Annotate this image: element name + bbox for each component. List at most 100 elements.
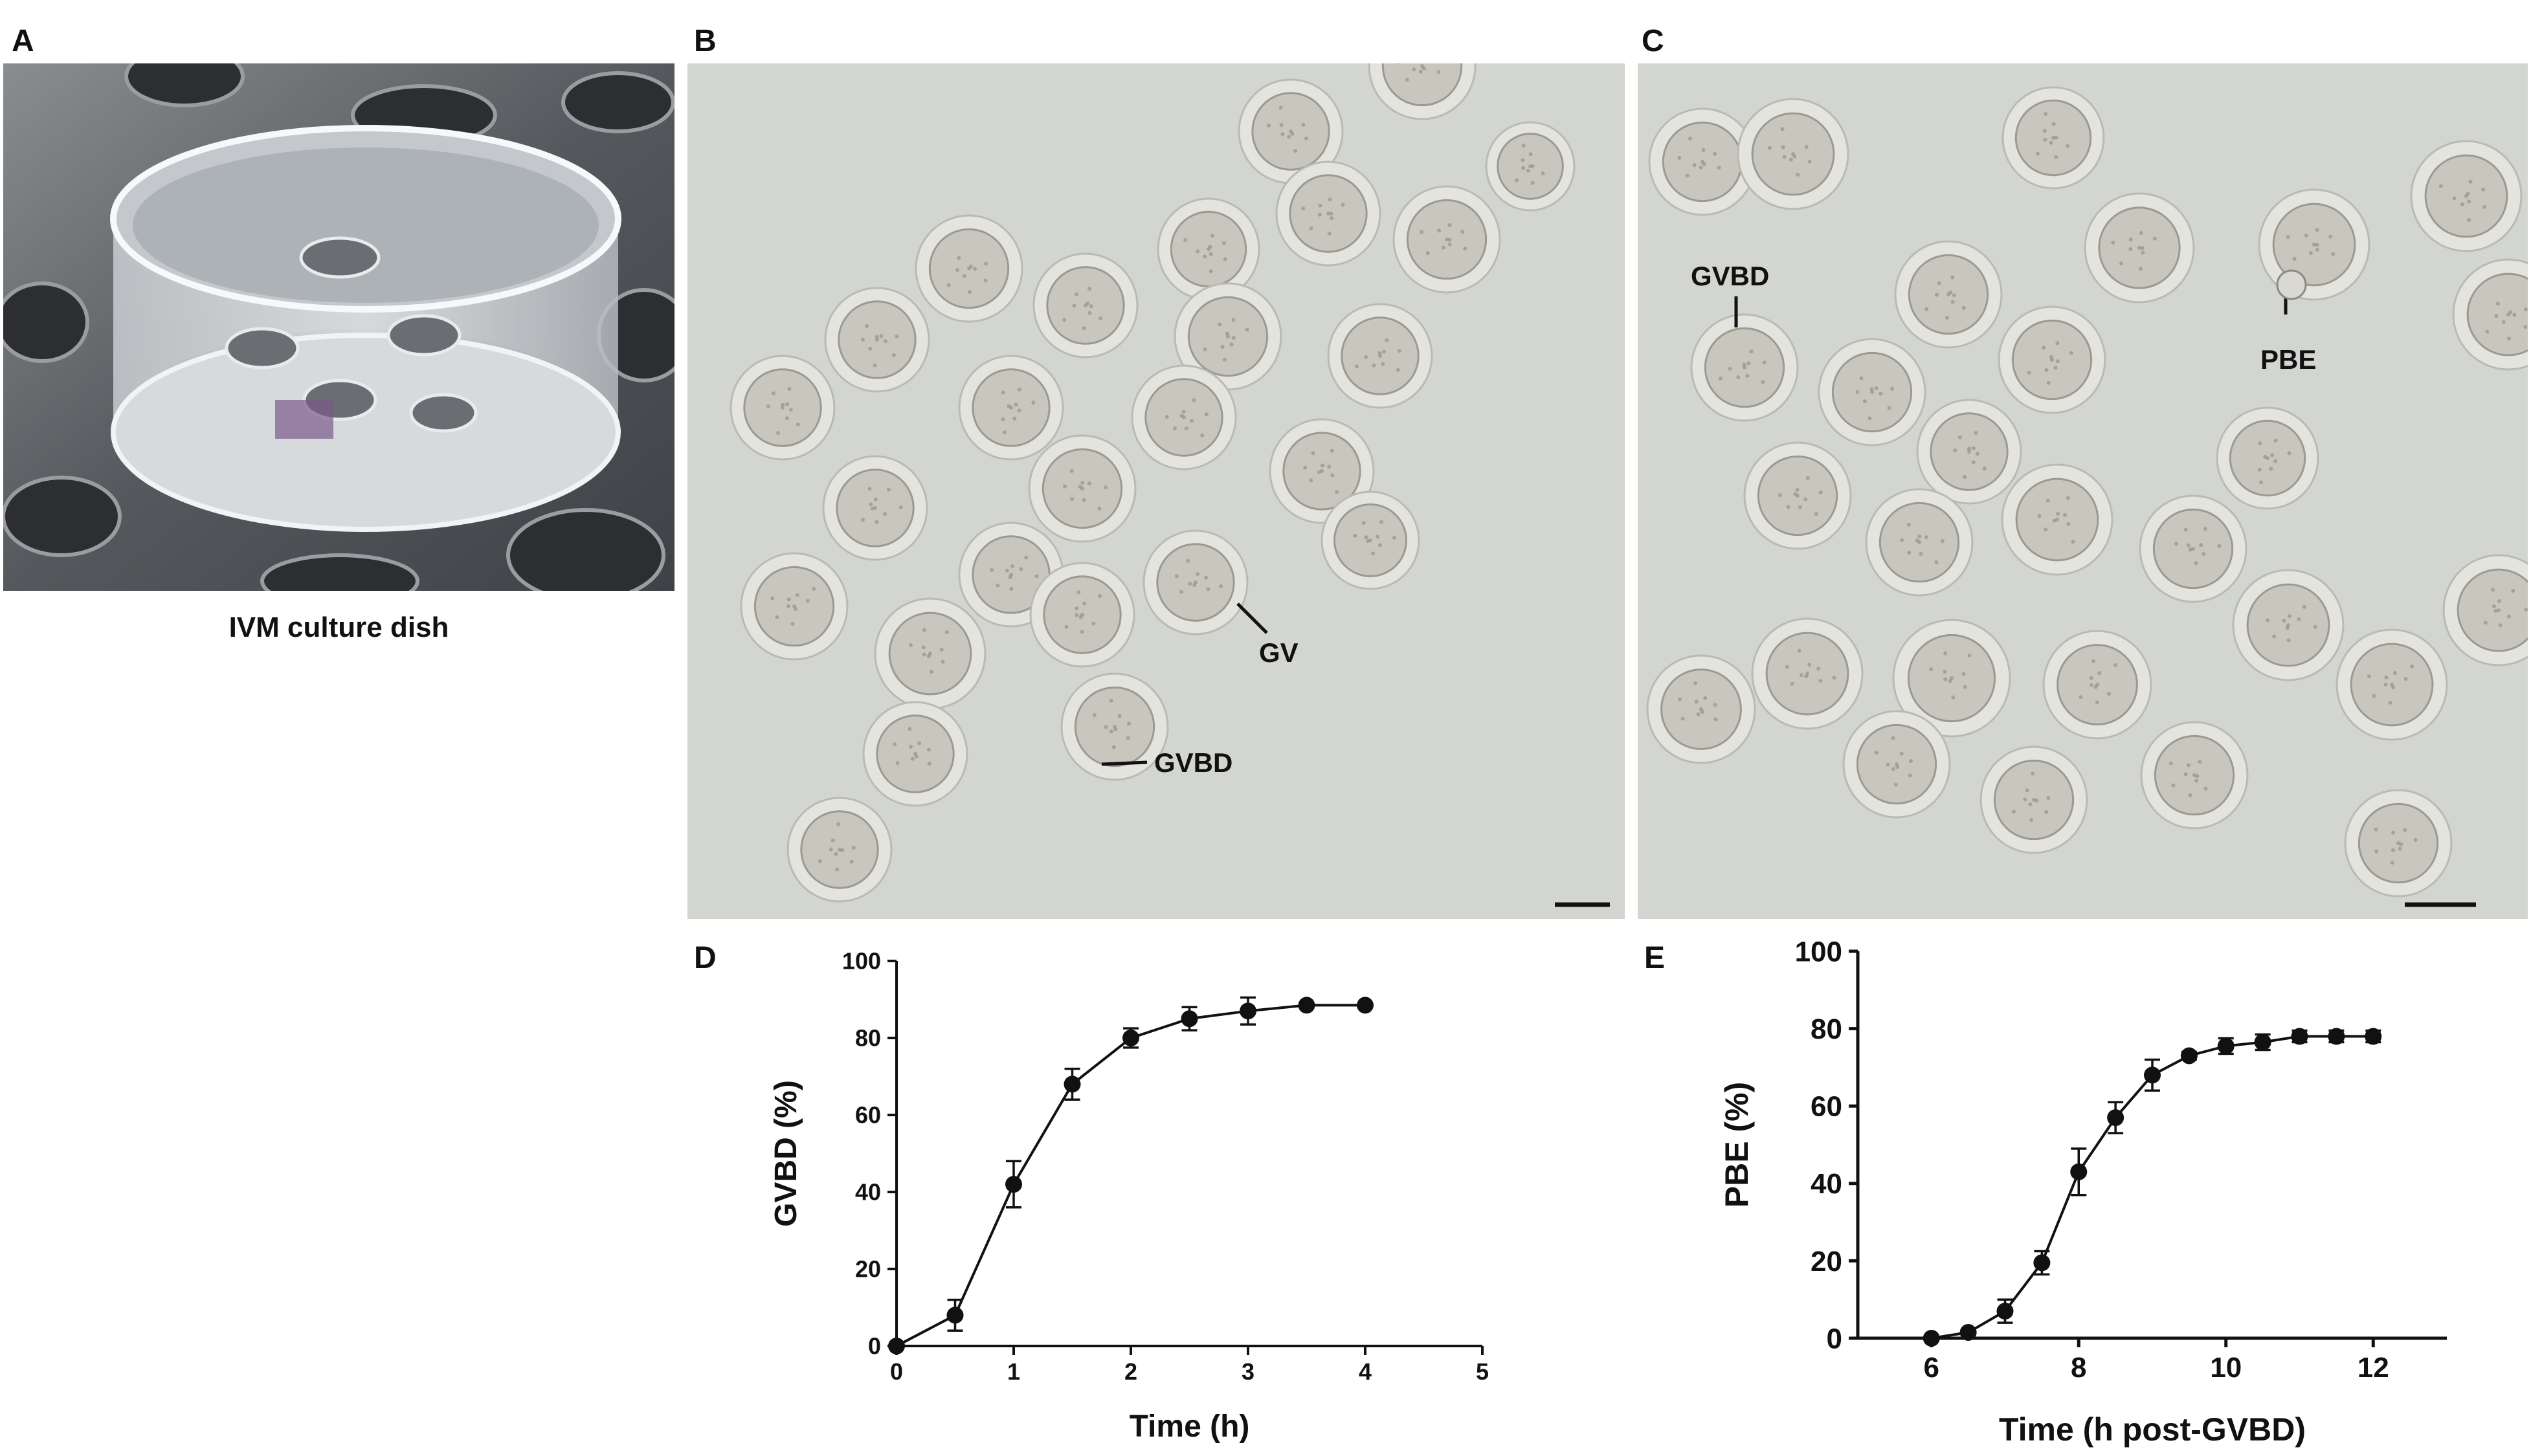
y-tick-label: 60 bbox=[855, 1102, 881, 1129]
oocyte bbox=[1032, 252, 1139, 358]
y-tick-label: 80 bbox=[855, 1025, 881, 1052]
y-tick-label: 100 bbox=[1795, 936, 1842, 967]
y-tick-label: 40 bbox=[855, 1179, 881, 1206]
oocyte bbox=[958, 355, 1064, 461]
data-point bbox=[1240, 1002, 1256, 1020]
x-tick-label: 0 bbox=[890, 1358, 903, 1385]
data-point bbox=[888, 1338, 905, 1354]
oocyte bbox=[1894, 240, 2003, 349]
culture-dish-photo bbox=[3, 63, 675, 591]
oocyte bbox=[1737, 98, 1849, 210]
oocyte bbox=[1751, 617, 1864, 730]
oocyte bbox=[1842, 710, 1951, 819]
oocyte bbox=[2140, 721, 2249, 830]
oocyte bbox=[1275, 160, 1381, 267]
panel-a-caption: IVM culture dish bbox=[229, 612, 449, 643]
data-point bbox=[2365, 1028, 2382, 1045]
data-point bbox=[1923, 1330, 1940, 1347]
oocyte bbox=[1743, 441, 1852, 550]
oocyte bbox=[1979, 745, 2088, 854]
data-point bbox=[1181, 1010, 1198, 1028]
gvbd-label-b: GVBD bbox=[1154, 747, 1233, 778]
data-point bbox=[946, 1307, 964, 1324]
oocyte bbox=[1143, 529, 1249, 635]
gvbd-label-c: GVBD bbox=[1691, 261, 1770, 291]
y-tick-label: 0 bbox=[868, 1333, 881, 1360]
oocyte bbox=[2139, 494, 2247, 603]
x-tick-label: 1 bbox=[1007, 1358, 1020, 1385]
data-point bbox=[1996, 1303, 2014, 1320]
oocyte bbox=[1892, 619, 2011, 738]
micrograph-matured-oocytes bbox=[1638, 63, 2528, 919]
oocyte bbox=[2084, 192, 2195, 303]
oocyte bbox=[915, 214, 1023, 323]
oocyte bbox=[2001, 463, 2113, 576]
oocyte bbox=[822, 455, 928, 561]
oocyte bbox=[740, 552, 849, 661]
oocyte bbox=[2344, 789, 2453, 898]
micrograph-gv-oocytes bbox=[687, 63, 1625, 919]
y-tick-label: 80 bbox=[1811, 1013, 1842, 1045]
x-tick-label: 2 bbox=[1124, 1358, 1137, 1385]
oocyte bbox=[2442, 554, 2528, 667]
oocyte bbox=[1818, 338, 1926, 447]
oocyte bbox=[862, 701, 968, 807]
oocyte bbox=[2410, 140, 2523, 252]
oocyte bbox=[1321, 491, 1420, 590]
data-point bbox=[2070, 1163, 2088, 1180]
data-point bbox=[1959, 1324, 1977, 1341]
oocyte bbox=[1327, 303, 1433, 409]
oocyte bbox=[2258, 188, 2370, 301]
y-tick-label: 20 bbox=[855, 1256, 881, 1283]
oocyte bbox=[2001, 86, 2105, 190]
oocyte bbox=[1690, 313, 1799, 422]
gvbd-time-course-chart: 0 20 40 60 80 100 0 1 2 3 4 5 Time (h) GVBD (%) bbox=[769, 948, 1489, 1444]
y-tick-label: 60 bbox=[1811, 1091, 1842, 1123]
gv-pointer bbox=[1236, 602, 1268, 634]
x-tick-label: 4 bbox=[1359, 1358, 1372, 1385]
oocyte bbox=[2216, 406, 2319, 510]
panel-b-letter: B bbox=[694, 24, 717, 58]
x-tick-label: 12 bbox=[2358, 1352, 2389, 1384]
x-tick-label: 10 bbox=[2210, 1352, 2242, 1384]
x-axis-label: Time (h post-GVBD) bbox=[1999, 1411, 2306, 1448]
oocyte bbox=[1368, 63, 1477, 120]
x-axis-label: Time (h) bbox=[1130, 1409, 1250, 1444]
oocyte bbox=[824, 287, 930, 393]
data-point bbox=[2033, 1254, 2051, 1272]
panel-d-letter: D bbox=[694, 941, 717, 975]
data-point bbox=[2144, 1066, 2161, 1084]
y-axis-label: GVBD (%) bbox=[769, 1080, 803, 1227]
oocyte bbox=[1646, 654, 1756, 764]
oocyte bbox=[1392, 185, 1501, 294]
data-point bbox=[2180, 1047, 2198, 1064]
y-tick-label: 0 bbox=[1827, 1323, 1842, 1354]
panel-c-letter: C bbox=[1642, 24, 1664, 58]
oocyte bbox=[1060, 672, 1169, 781]
data-point bbox=[1298, 997, 1315, 1014]
gv-label: GV bbox=[1259, 637, 1299, 668]
data-point bbox=[2291, 1028, 2308, 1045]
data-point bbox=[2107, 1109, 2124, 1127]
data-point bbox=[1122, 1030, 1139, 1046]
oocyte bbox=[2452, 258, 2528, 371]
oocyte bbox=[1998, 305, 2106, 414]
x-tick-label: 5 bbox=[1476, 1358, 1489, 1385]
oocyte bbox=[730, 355, 836, 461]
series-line bbox=[896, 1004, 1365, 1347]
data-point bbox=[1005, 1176, 1022, 1193]
oocyte bbox=[1174, 282, 1282, 391]
panel-e-letter: E bbox=[1644, 941, 1666, 975]
x-tick-label: 8 bbox=[2071, 1352, 2086, 1384]
oocyte bbox=[786, 797, 893, 903]
pbe-label: PBE bbox=[2260, 344, 2317, 375]
y-tick-label: 40 bbox=[1811, 1168, 1842, 1200]
oocyte bbox=[1028, 434, 1137, 543]
pbe-time-course-chart: 0 20 40 60 80 100 6 8 10 12 Time (h post-GVBD) PBE … bbox=[1719, 936, 2447, 1448]
y-tick-label: 100 bbox=[842, 948, 881, 975]
oocyte bbox=[2042, 630, 2152, 740]
data-point bbox=[1064, 1075, 1081, 1093]
oocyte bbox=[2336, 628, 2448, 741]
oocyte bbox=[1485, 121, 1576, 212]
gvbd-pointer bbox=[1101, 760, 1148, 766]
